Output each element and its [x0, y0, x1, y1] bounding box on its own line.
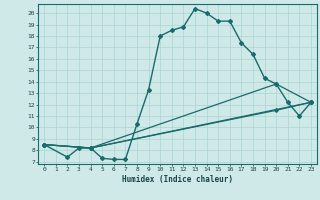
X-axis label: Humidex (Indice chaleur): Humidex (Indice chaleur) — [122, 175, 233, 184]
